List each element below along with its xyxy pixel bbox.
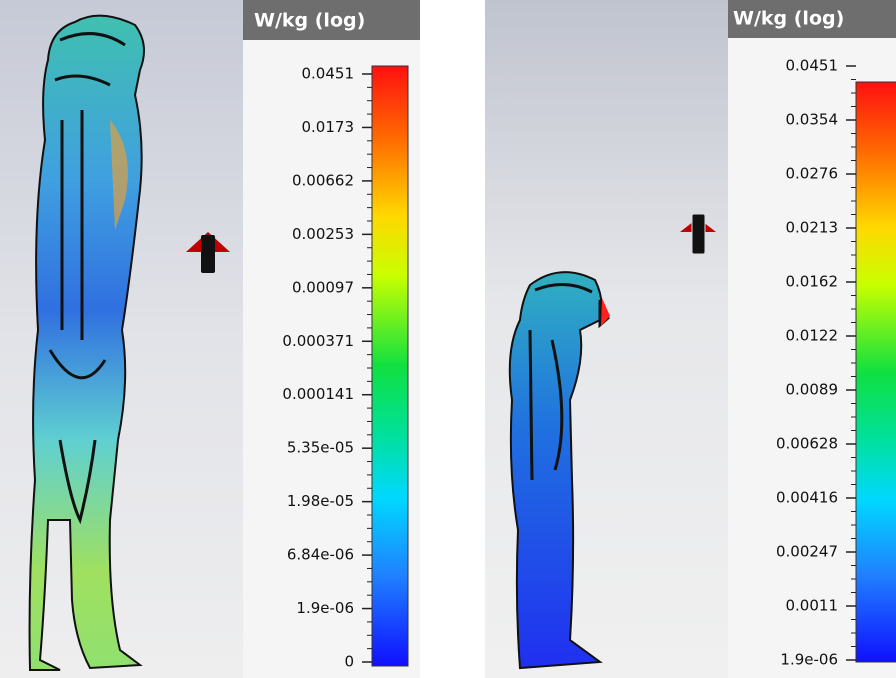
screenshot: W/kg (log) W/kg (log) 0.0451 0.0173 0.0066… (0, 0, 896, 678)
tick-label: 0.000371 (282, 332, 354, 350)
tick-label: 0.0451 (786, 57, 839, 75)
tick-label: 0.000141 (282, 385, 354, 403)
tick-label: 0.0011 (786, 597, 839, 615)
tick-label: 0.0354 (786, 111, 839, 129)
tick-label: 0 (344, 653, 354, 671)
tick-label: 0.00247 (776, 543, 838, 561)
tick-label: 0.0122 (786, 327, 839, 345)
page: W/kg (log) W/kg (log) 0.0451 0.0173 0.0066… (0, 0, 896, 678)
tick-label: 0.0213 (786, 219, 839, 237)
tick-label: 0.0451 (302, 65, 355, 83)
arrow-body (201, 235, 215, 273)
tick-label: 0.00662 (292, 171, 354, 189)
tick-label: 0.00628 (776, 435, 838, 453)
tick-label: 5.35e-05 (287, 439, 354, 457)
legend-title: W/kg (log) (254, 10, 365, 32)
legend-title: W/kg (log) (733, 8, 844, 30)
tick-label: 0.0276 (786, 165, 839, 183)
colorbar (856, 82, 896, 662)
tick-label: 1.98e-05 (287, 492, 354, 510)
tick-label: 0.0089 (786, 381, 839, 399)
tick-label: 1.9e-06 (780, 651, 838, 669)
tick-label: 6.84e-06 (287, 546, 354, 564)
tick-label: 0.00253 (292, 225, 354, 243)
gap (420, 0, 485, 678)
tick-label: 1.9e-06 (296, 599, 354, 617)
tick-label: 0.00097 (292, 278, 354, 296)
tick-label: 0.0162 (786, 273, 839, 291)
tick-label: 0.0173 (302, 118, 355, 136)
arrow-body (692, 214, 705, 254)
colorbar (372, 66, 408, 666)
tick-label: 0.00416 (776, 489, 838, 507)
